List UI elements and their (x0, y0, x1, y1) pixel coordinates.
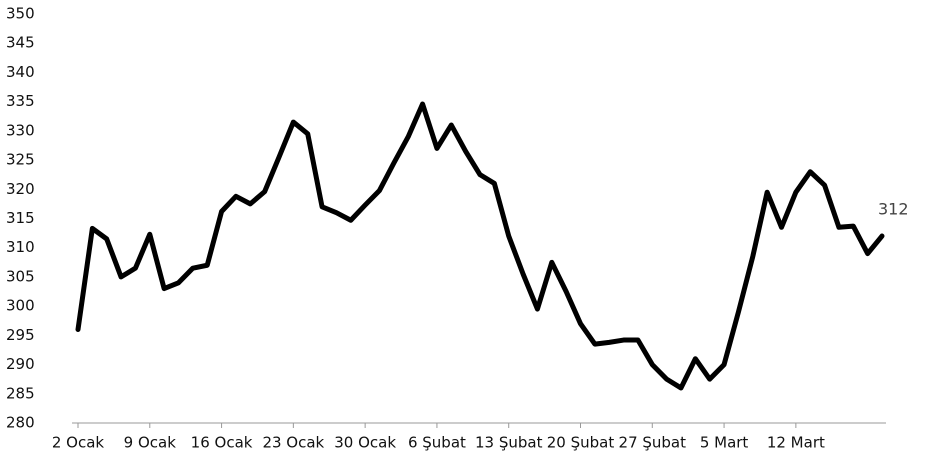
y-tick-label: 340 (6, 63, 35, 81)
y-tick-label: 345 (6, 34, 35, 52)
line-series (75, 101, 885, 391)
y-tick-label: 295 (6, 326, 35, 344)
y-tick-label: 300 (6, 297, 35, 315)
x-tick-label: 30 Ocak (334, 434, 396, 452)
y-tick-label: 350 (6, 5, 35, 23)
x-tick-label: 20 Şubat (547, 434, 615, 452)
y-tick-label: 285 (6, 384, 35, 402)
x-tick-label: 16 Ocak (191, 434, 253, 452)
y-tick-label: 325 (6, 151, 35, 169)
x-tick-label: 12 Mart (767, 434, 825, 452)
y-tick-label: 290 (6, 355, 35, 373)
y-tick-label: 310 (6, 238, 35, 256)
y-tick-label: 330 (6, 121, 35, 139)
y-tick-label: 315 (6, 209, 35, 227)
y-tick-label: 280 (6, 414, 35, 432)
data-label: 312 (878, 200, 909, 219)
y-tick-label: 305 (6, 267, 35, 285)
x-tick-label: 13 Şubat (475, 434, 543, 452)
x-tick-label: 9 Ocak (124, 434, 177, 452)
x-tick-label: 6 Şubat (408, 434, 466, 452)
y-tick-label: 320 (6, 180, 35, 198)
x-tick-label: 5 Mart (700, 434, 749, 452)
y-tick-label: 335 (6, 92, 35, 110)
x-tick-label: 27 Şubat (619, 434, 687, 452)
x-tick-label: 2 Ocak (52, 434, 105, 452)
x-tick-label: 23 Ocak (262, 434, 324, 452)
